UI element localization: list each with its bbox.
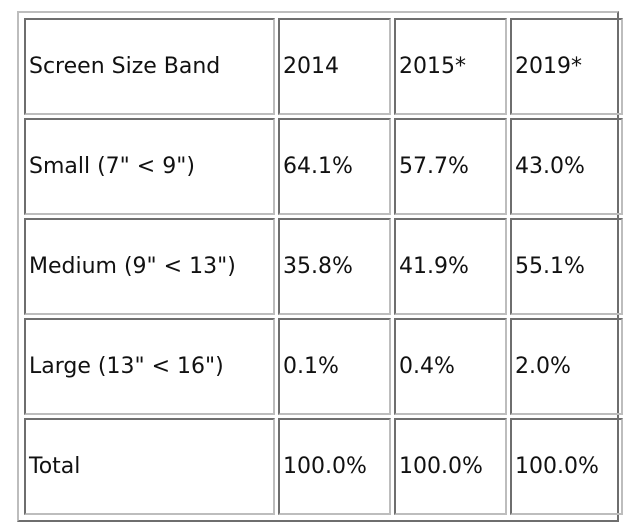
cell-large-2015: 0.4% — [394, 318, 507, 415]
table-row-large: Large (13" < 16") 0.1% 0.4% 2.0% — [24, 318, 623, 415]
cell-total-2015: 100.0% — [394, 418, 507, 515]
cell-medium-2019: 55.1% — [510, 218, 623, 315]
cell-medium-2014: 35.8% — [278, 218, 391, 315]
header-cell-2014: 2014 — [278, 18, 391, 115]
table-row-total: Total 100.0% 100.0% 100.0% — [24, 418, 623, 515]
row-label-medium: Medium (9" < 13") — [24, 218, 275, 315]
header-cell-band: Screen Size Band — [24, 18, 275, 115]
cell-large-2019: 2.0% — [510, 318, 623, 415]
cell-small-2014: 64.1% — [278, 118, 391, 215]
cell-small-2015: 57.7% — [394, 118, 507, 215]
table-row-small: Small (7" < 9") 64.1% 57.7% 43.0% — [24, 118, 623, 215]
header-cell-2019: 2019* — [510, 18, 623, 115]
cell-total-2019: 100.0% — [510, 418, 623, 515]
cell-total-2014: 100.0% — [278, 418, 391, 515]
cell-medium-2015: 41.9% — [394, 218, 507, 315]
table-header-row: Screen Size Band 2014 2015* 2019* — [24, 18, 623, 115]
cell-small-2019: 43.0% — [510, 118, 623, 215]
row-label-small: Small (7" < 9") — [24, 118, 275, 215]
cell-large-2014: 0.1% — [278, 318, 391, 415]
table-row-medium: Medium (9" < 13") 35.8% 41.9% 55.1% — [24, 218, 623, 315]
row-label-total: Total — [24, 418, 275, 515]
screen-size-table: Screen Size Band 2014 2015* 2019* Small … — [21, 15, 626, 518]
header-cell-2015: 2015* — [394, 18, 507, 115]
row-label-large: Large (13" < 16") — [24, 318, 275, 415]
screen-size-table-frame: Screen Size Band 2014 2015* 2019* Small … — [17, 11, 623, 522]
